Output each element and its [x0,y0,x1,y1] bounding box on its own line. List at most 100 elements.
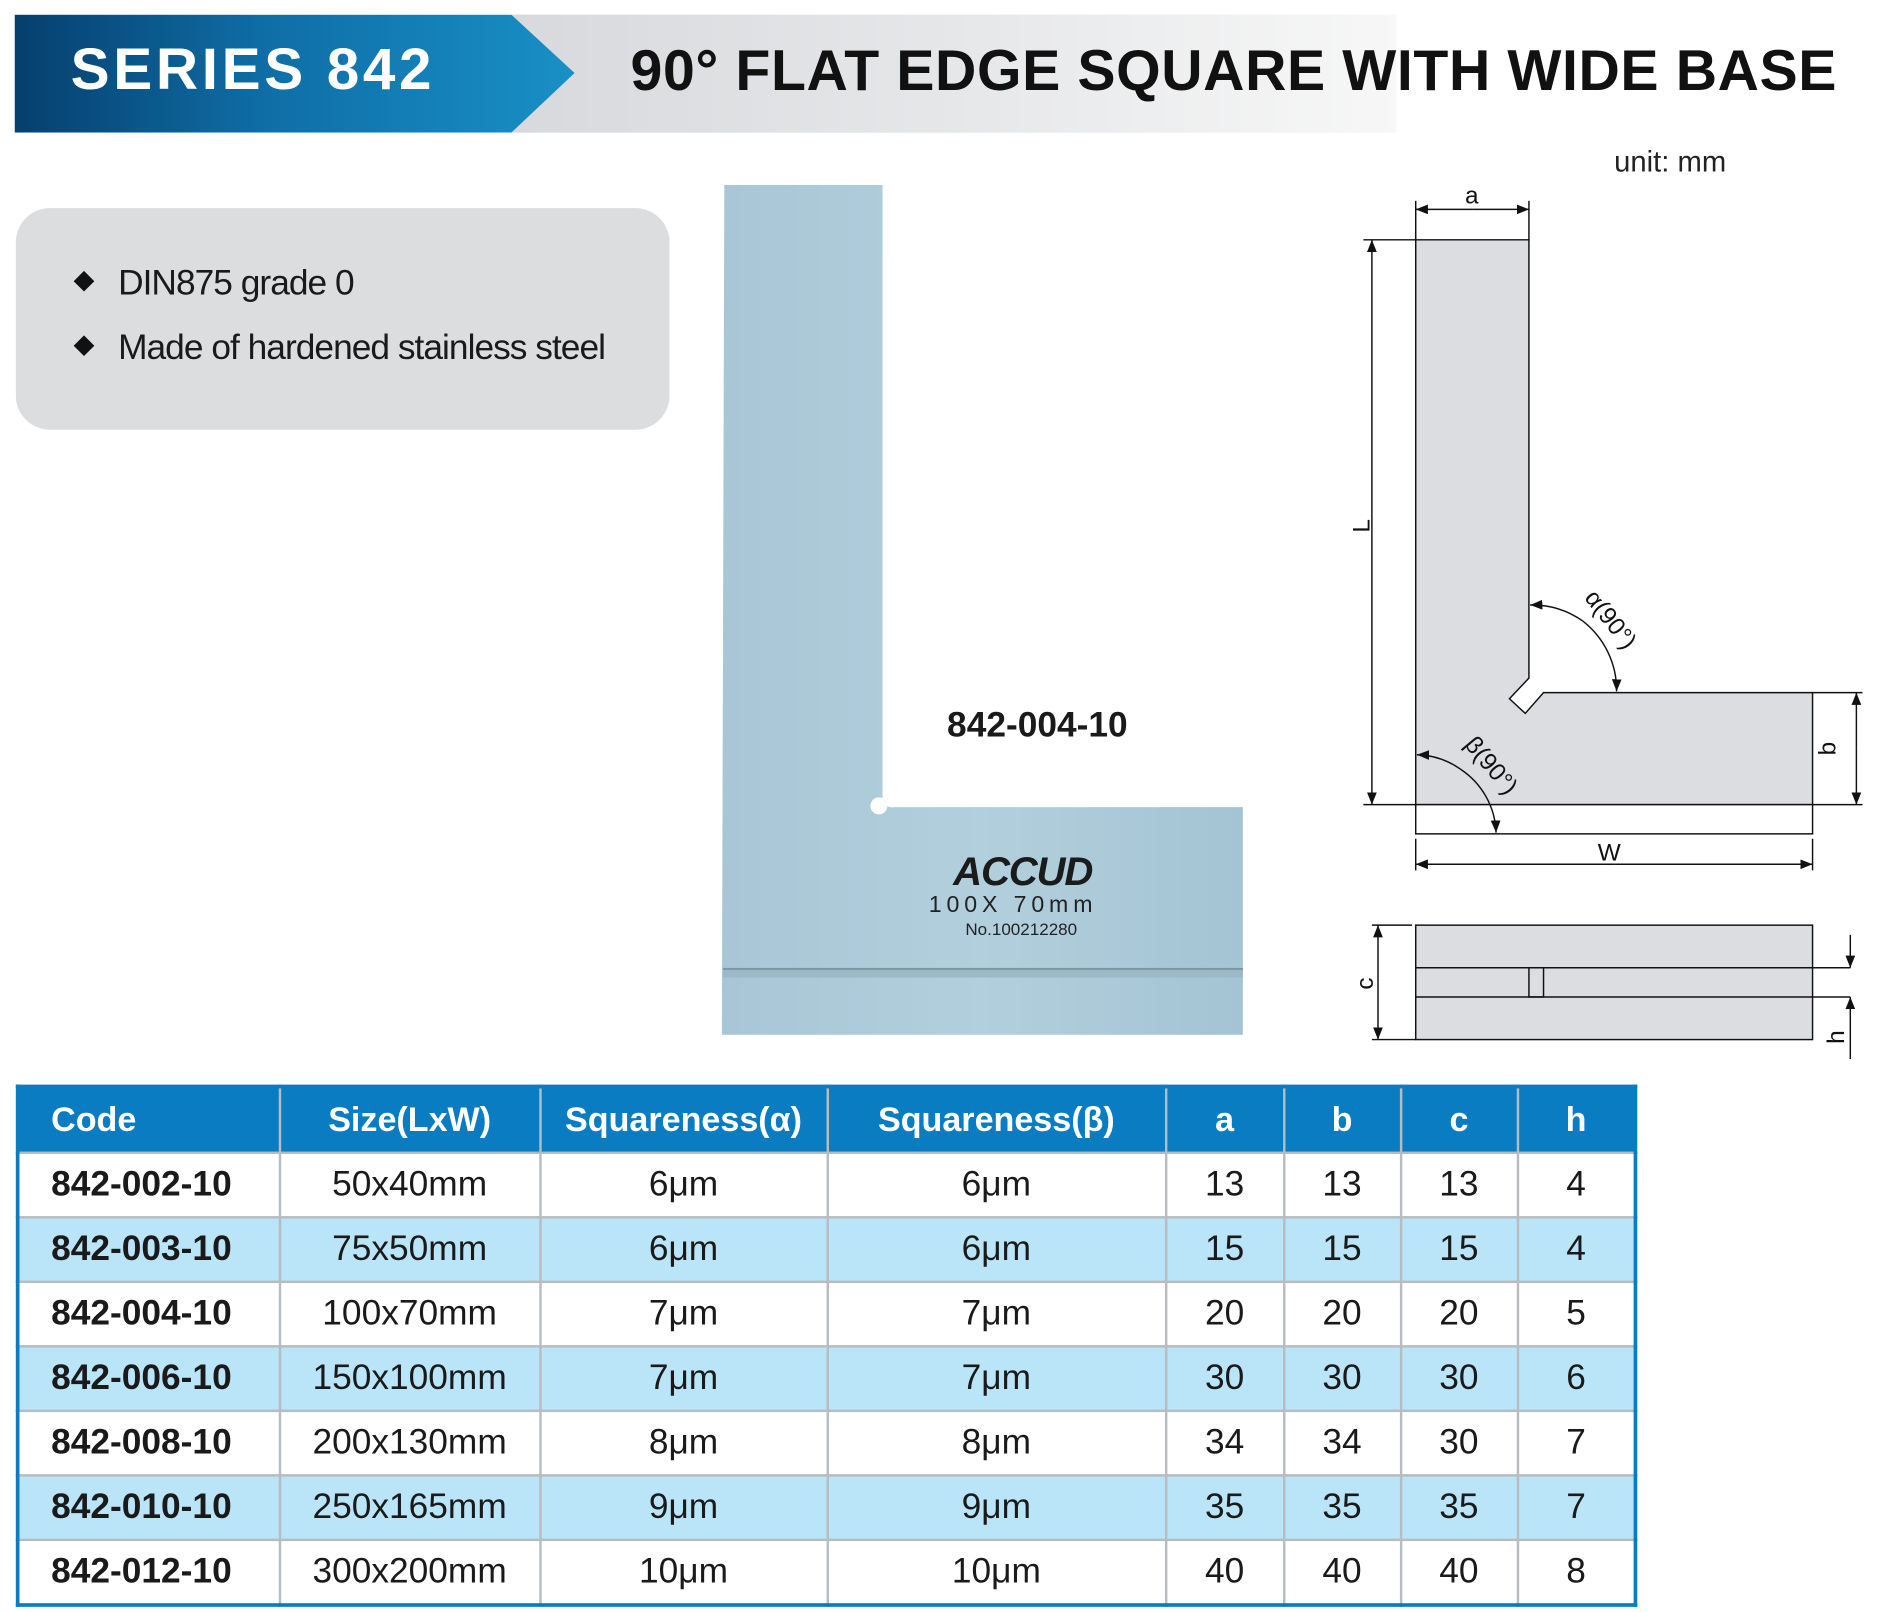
table-cell: 13 [1164,1151,1285,1219]
series-banner [14,14,575,133]
table-cell: 34 [1282,1409,1402,1477]
product-code-cell: 842-003-10 [16,1216,281,1284]
table-cell: 250x165mm [278,1474,542,1542]
table-row: 842-003-10 75x50mm 6μm 6μm 15 15 15 4 [16,1216,1637,1284]
table-row: 842-010-10 250x165mm 9μm 9μm 35 35 35 7 [16,1474,1637,1542]
table-cell: 4 [1516,1151,1637,1219]
base-edge [723,967,1243,978]
table-cell: 10μm [538,1538,829,1607]
engraved-size: 100X 70mm [928,892,1098,918]
product-code-cell: 842-004-10 [16,1280,281,1348]
table-cell: 6 [1516,1345,1637,1413]
column-header: a [1164,1086,1284,1153]
table-cell: 15 [1282,1216,1402,1284]
table-cell: 4 [1516,1216,1637,1284]
table-cell: 150x100mm [278,1345,542,1413]
dim-b-label: b [1815,742,1842,756]
table-cell: 9μm [825,1474,1167,1542]
product-code-cell: 842-006-10 [16,1345,281,1413]
dim-W-label: W [1598,840,1621,867]
table-cell: 13 [1282,1151,1402,1219]
spec-table: Code Size(LxW) Squareness(α) Squareness(β) a… [15,1084,1638,1607]
table-cell: 30 [1399,1409,1519,1477]
table-cell: 13 [1399,1151,1519,1219]
table-cell: 8μm [825,1409,1167,1477]
table-cell: 34 [1164,1409,1285,1477]
table-cell: 7μm [538,1345,829,1413]
table-cell: 30 [1164,1345,1285,1413]
relief-notch [870,797,888,815]
table-cell: 8μm [538,1409,829,1477]
series-label: SERIES 842 [70,37,436,103]
table-cell: 5 [1516,1280,1637,1348]
table-row: 842-006-10 150x100mm 7μm 7μm 30 30 30 6 [16,1345,1637,1413]
table-cell: 6μm [538,1216,829,1284]
table-cell: 30 [1399,1345,1519,1413]
table-cell: 6μm [538,1151,829,1219]
front-view-shape [1414,239,1814,806]
serial-number: No.100212280 [965,919,1078,939]
table-cell: 40 [1164,1538,1285,1607]
dim-h-label: h [1823,1030,1850,1044]
table-cell: 35 [1164,1474,1285,1542]
table-cell: 7μm [538,1280,829,1348]
table-cell: 300x200mm [278,1538,542,1607]
accud-logo: ACCUD [953,848,1093,894]
column-header: h [1516,1086,1636,1153]
product-code-cell: 842-010-10 [16,1474,281,1542]
table-cell: 15 [1164,1216,1285,1284]
product-code-cell: 842-012-10 [16,1538,281,1607]
table-cell: 30 [1282,1345,1402,1413]
product-code-cell: 842-002-10 [16,1151,281,1219]
column-header: c [1399,1086,1518,1153]
base-outline [1414,803,1814,835]
feature-item: DIN875 grade 0 [73,264,355,304]
table-header-row: Code Size(LxW) Squareness(α) Squareness(β) a… [17,1086,1636,1153]
column-header: Squareness(β) [825,1086,1166,1153]
table-cell: 7μm [825,1280,1167,1348]
table-row: 842-012-10 300x200mm 10μm 10μm 40 40 40 8 [16,1538,1637,1607]
table-cell: 7μm [825,1345,1167,1413]
feature-text: Made of hardened stainless steel [118,328,606,368]
table-cell: 20 [1399,1280,1519,1348]
dim-L-label: L [1348,519,1375,533]
table-cell: 8 [1516,1538,1637,1607]
table-cell: 40 [1399,1538,1519,1607]
column-header: Size(LxW) [278,1086,540,1153]
table-row: 842-004-10 100x70mm 7μm 7μm 20 20 20 5 [16,1280,1637,1348]
table-row: 842-002-10 50x40mm 6μm 6μm 13 13 13 4 [16,1151,1637,1219]
side-view-shape [1414,924,1814,1041]
table-row: 842-008-10 200x130mm 8μm 8μm 34 34 30 7 [16,1409,1637,1477]
table-cell: 7 [1516,1409,1637,1477]
column-header: b [1282,1086,1401,1153]
feature-box: DIN875 grade 0 Made of hardened stainles… [15,208,670,430]
table-cell: 6μm [825,1151,1167,1219]
table-cell: 35 [1399,1474,1519,1542]
product-code-cell: 842-008-10 [16,1409,281,1477]
table-cell: 50x40mm [278,1151,542,1219]
page-title: 90° FLAT EDGE SQUARE WITH WIDE BASE [630,37,1838,103]
table-cell: 7 [1516,1474,1637,1542]
column-header: Code [17,1086,280,1153]
feature-item: Made of hardened stainless steel [73,328,606,369]
unit-label: unit: mm [1614,146,1727,179]
table-cell: 20 [1282,1280,1402,1348]
table-cell: 6μm [825,1216,1167,1284]
diamond-bullet-icon [73,271,95,292]
table-cell: 20 [1164,1280,1285,1348]
feature-text: DIN875 grade 0 [118,264,355,304]
table-cell: 200x130mm [278,1409,542,1477]
alpha-angle-label: α(90°) [1579,585,1642,654]
table-cell: 9μm [538,1474,829,1542]
column-header: Squareness(α) [538,1086,828,1153]
dim-c-label: c [1352,977,1379,989]
diamond-bullet-icon [73,335,95,357]
table-cell: 10μm [825,1538,1167,1607]
title-band [511,14,1397,133]
table-cell: 35 [1282,1474,1402,1542]
product-photo [721,185,1243,1035]
square-body [721,185,1243,1035]
dim-a-label: a [1465,182,1479,209]
table-cell: 40 [1282,1538,1402,1607]
